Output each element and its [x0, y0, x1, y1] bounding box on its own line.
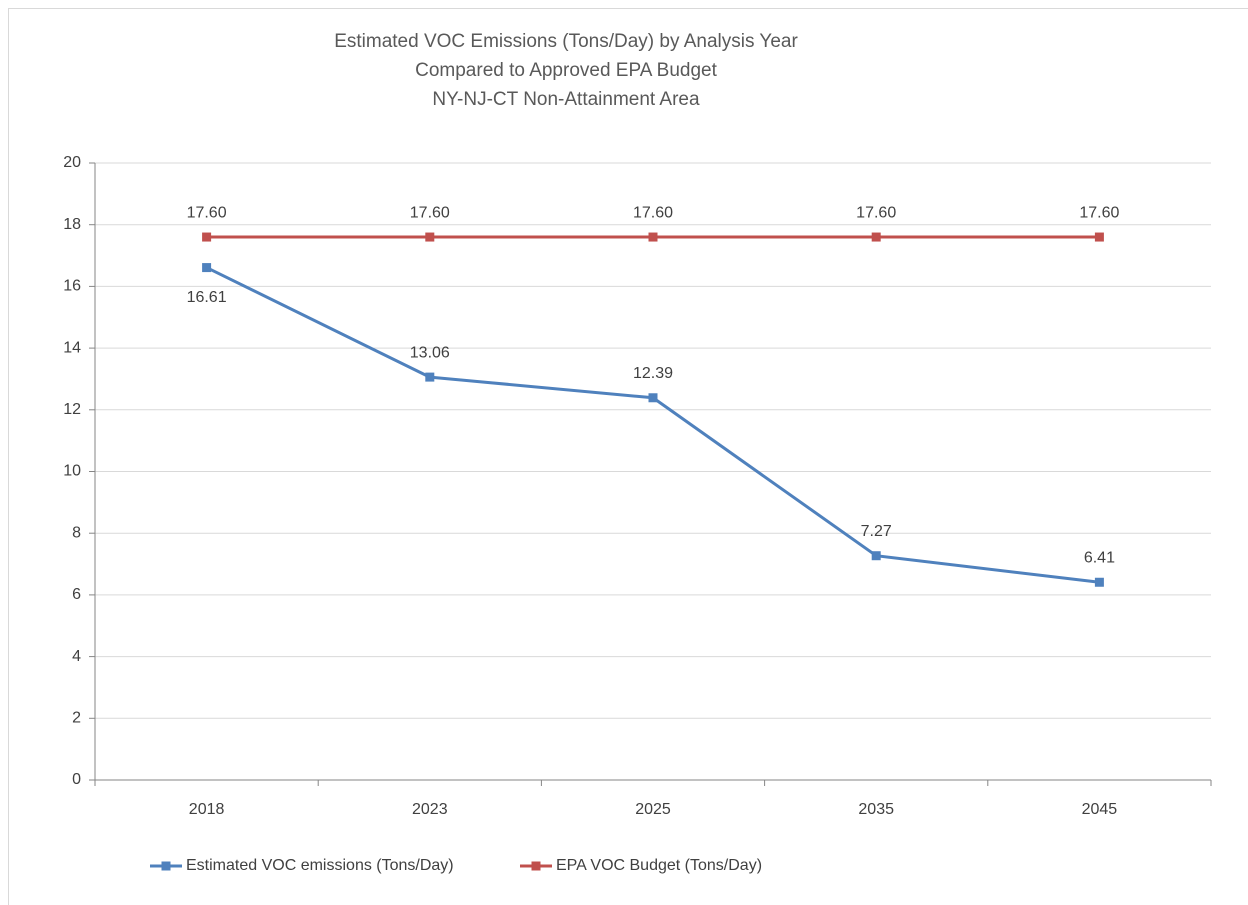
chart-border	[8, 8, 1248, 905]
x-tick-label: 2025	[635, 801, 671, 818]
y-tick-label: 4	[72, 648, 81, 665]
chart-title: Compared to Approved EPA Budget	[415, 60, 717, 81]
legend-swatch	[161, 861, 171, 871]
y-tick-label: 14	[63, 339, 81, 356]
data-label: 17.60	[187, 204, 227, 221]
legend-swatch	[531, 861, 541, 871]
data-label: 17.60	[856, 204, 896, 221]
point-marker	[425, 372, 435, 382]
x-tick-label: 2035	[858, 801, 894, 818]
y-tick-label: 20	[63, 154, 81, 171]
data-label: 12.39	[633, 365, 673, 382]
y-tick-label: 6	[72, 586, 81, 603]
legend-label: Estimated VOC emissions (Tons/Day)	[186, 857, 454, 874]
x-tick-label: 2023	[412, 801, 448, 818]
data-label: 6.41	[1084, 549, 1115, 566]
point-marker	[202, 232, 212, 242]
data-label: 17.60	[1079, 204, 1119, 221]
data-label: 17.60	[633, 204, 673, 221]
point-marker	[871, 232, 881, 242]
x-tick-label: 2018	[189, 801, 225, 818]
chart-title: NY-NJ-CT Non-Attainment Area	[432, 89, 700, 110]
data-label: 17.60	[410, 204, 450, 221]
data-label: 16.61	[187, 289, 227, 306]
data-label: 13.06	[410, 344, 450, 361]
x-tick-label: 2045	[1082, 801, 1118, 818]
y-tick-label: 18	[63, 216, 81, 233]
chart-title: Estimated VOC Emissions (Tons/Day) by An…	[334, 31, 798, 52]
y-tick-label: 12	[63, 401, 81, 418]
y-tick-label: 2	[72, 710, 81, 727]
point-marker	[202, 263, 212, 273]
point-marker	[648, 232, 658, 242]
point-marker	[1094, 577, 1104, 587]
point-marker	[648, 393, 658, 403]
y-tick-label: 10	[63, 463, 81, 480]
point-marker	[425, 232, 435, 242]
point-marker	[1094, 232, 1104, 242]
y-tick-label: 0	[72, 771, 81, 788]
y-tick-label: 8	[72, 524, 81, 541]
legend-label: EPA VOC Budget (Tons/Day)	[556, 857, 762, 874]
data-label: 7.27	[861, 523, 892, 540]
y-tick-label: 16	[63, 278, 81, 295]
point-marker	[871, 551, 881, 561]
